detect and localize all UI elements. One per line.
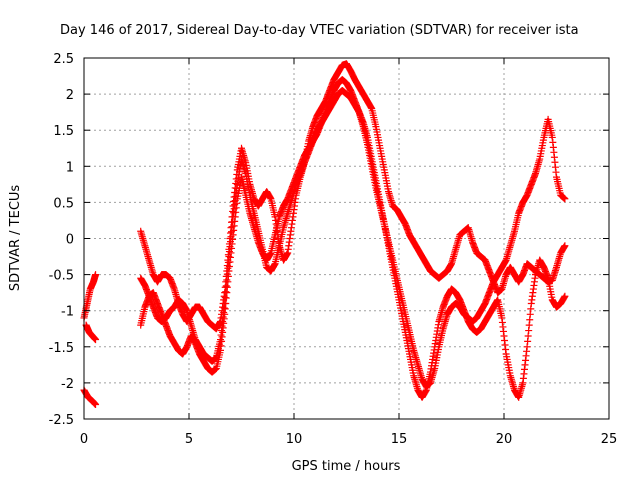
data-point-interpolated [223, 270, 231, 278]
y-tick-label: 2 [66, 88, 74, 103]
data-points [80, 60, 569, 409]
y-tick-label: -2 [61, 377, 74, 392]
data-point-interpolated [224, 264, 232, 272]
axes: 0 5 10 15 20 25 -2.5 -2 -1.5 -1 -0.5 0 0.5 1 1.5 2 2.5 [49, 52, 618, 447]
data-point-interpolated [222, 282, 230, 290]
y-axis-label: SDTVAR / TECUs [8, 185, 23, 292]
data-point-interpolated [224, 258, 232, 266]
data-point-interpolated [222, 288, 230, 296]
x-tick-label: 5 [185, 432, 193, 447]
data-point [92, 336, 100, 344]
y-tick-label: 1.5 [53, 124, 74, 139]
grid [84, 58, 609, 419]
chart-title: Day 146 of 2017, Sidereal Day-to-day VTE… [60, 23, 579, 38]
data-point [561, 292, 569, 300]
x-tick-label: 0 [80, 432, 88, 447]
series-track-4 [137, 60, 569, 333]
x-axis-label: GPS time / hours [292, 459, 401, 474]
x-tick-label: 20 [496, 432, 513, 447]
y-tick-label: -1 [61, 305, 74, 320]
series-track-6 [137, 86, 569, 391]
y-tick-label: -2.5 [49, 413, 74, 428]
y-tick-label: 0.5 [53, 196, 74, 211]
x-tick-label: 25 [601, 432, 618, 447]
y-tick-label: 0 [66, 233, 74, 248]
data-point [221, 299, 229, 307]
series-track-1 [80, 386, 100, 409]
data-point [92, 401, 100, 409]
y-tick-label: 1 [66, 160, 74, 175]
y-tick-label: -0.5 [49, 269, 74, 284]
data-point [561, 242, 569, 250]
data-point-interpolated [223, 276, 231, 284]
x-tick-label: 10 [286, 432, 303, 447]
y-tick-label: -1.5 [49, 341, 74, 356]
x-tick-label: 15 [391, 432, 408, 447]
y-tick-label: 2.5 [53, 52, 74, 67]
data-point [92, 271, 100, 279]
data-point [561, 195, 569, 203]
data-point-interpolated [221, 294, 229, 302]
